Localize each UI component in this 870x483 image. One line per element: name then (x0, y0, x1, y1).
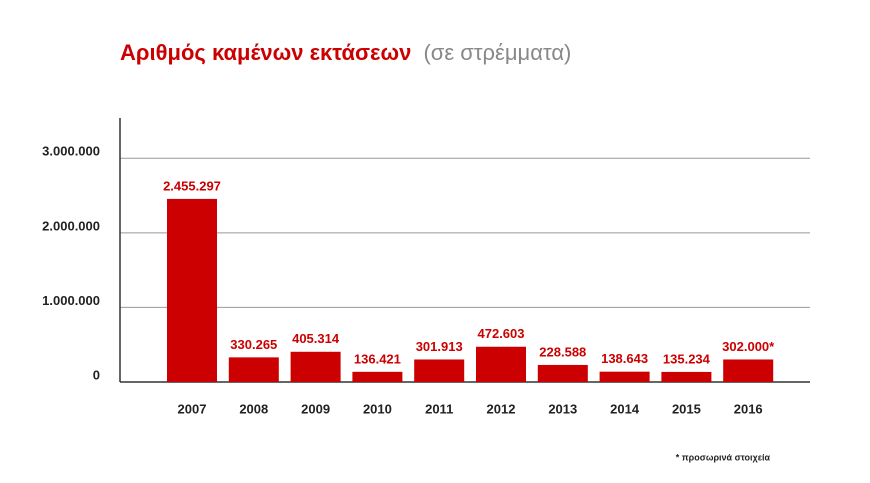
bar (476, 346, 526, 382)
y-tick-label: 1.000.000 (42, 293, 100, 308)
value-label: 405.314 (292, 331, 340, 346)
bar (228, 357, 279, 382)
bar (723, 359, 774, 382)
x-tick-label: 2016 (734, 401, 763, 416)
x-tick-label: 2010 (363, 401, 392, 416)
value-label: 330.265 (230, 337, 277, 352)
bar (537, 364, 588, 382)
value-label: 228.588 (539, 344, 586, 359)
x-tick-label: 2015 (672, 401, 701, 416)
chart-title: Αριθμός καμένων εκτάσεων (σε στρέμματα) (120, 40, 571, 65)
x-tick-label: 2007 (178, 401, 207, 416)
x-tick-label: 2009 (301, 401, 330, 416)
y-tick-label: 3.000.000 (42, 144, 100, 159)
value-label: 2.455.297 (163, 178, 221, 193)
footnote: * προσωρινά στοιχεία (676, 452, 771, 462)
y-tick-label: 0 (93, 367, 100, 382)
x-tick-label: 2011 (425, 401, 453, 416)
bar (599, 371, 650, 382)
value-label: 138.643 (601, 351, 648, 366)
bar (414, 359, 465, 382)
x-tick-label: 2014 (610, 401, 640, 416)
subtitle-text: (σε στρέμματα) (423, 40, 571, 65)
x-tick-label: 2012 (487, 401, 516, 416)
value-label: 302.000* (722, 339, 775, 354)
x-tick-label: 2008 (239, 401, 268, 416)
value-label: 301.913 (416, 339, 463, 354)
bar (167, 198, 217, 382)
bar (352, 371, 403, 382)
y-tick-label: 2.000.000 (42, 218, 100, 233)
title-text: Αριθμός καμένων εκτάσεων (120, 40, 411, 65)
bar (661, 371, 712, 382)
value-label: 136.421 (354, 351, 401, 366)
value-label: 135.234 (663, 351, 711, 366)
value-label: 472.603 (478, 326, 525, 341)
bar (290, 351, 341, 382)
x-tick-label: 2013 (548, 401, 577, 416)
